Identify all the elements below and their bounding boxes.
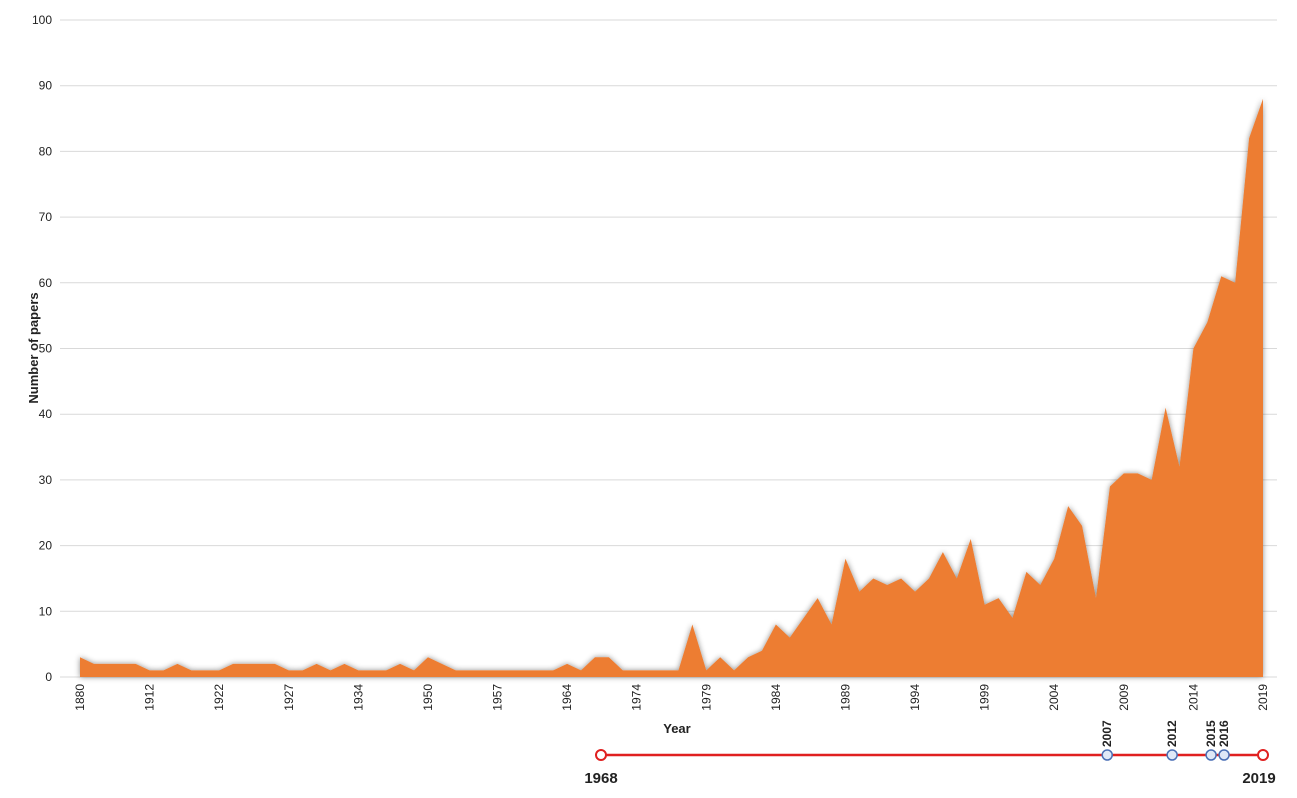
x-tick-label: 2004 [1047, 684, 1061, 711]
x-tick-label: 1964 [560, 684, 574, 711]
x-tick-label: 1927 [282, 684, 296, 711]
x-tick-label: 1989 [838, 684, 852, 711]
timeline-start-label: 1968 [584, 770, 617, 787]
x-tick-label: 1880 [73, 684, 87, 711]
x-tick-label: 1957 [491, 684, 505, 711]
x-tick-label: 2019 [1256, 684, 1270, 711]
y-axis-label: Number of papers [26, 292, 41, 403]
timeline-marker[interactable] [1101, 749, 1113, 761]
timeline-marker-label: 2007 [1100, 720, 1114, 747]
timeline-handle[interactable] [1257, 749, 1269, 761]
y-tick-label: 100 [32, 13, 52, 27]
x-tick-label: 2014 [1186, 684, 1200, 711]
x-axis-label: Year [663, 721, 690, 736]
x-tick-label: 1984 [769, 684, 783, 711]
x-tick-label: 1999 [978, 684, 992, 711]
area [80, 98, 1263, 678]
x-tick-label: 1994 [908, 684, 922, 711]
y-tick-label: 60 [39, 276, 53, 290]
timeline-marker[interactable] [1218, 749, 1230, 761]
x-tick-label: 1979 [699, 684, 713, 711]
x-tick-label: 1922 [212, 684, 226, 711]
y-tick-label: 80 [39, 144, 53, 158]
timeline-marker-label: 2016 [1217, 720, 1231, 747]
timeline-marker[interactable] [1166, 749, 1178, 761]
y-tick-label: 40 [39, 407, 53, 421]
x-tick-label: 1950 [421, 684, 435, 711]
timeline-handle[interactable] [595, 749, 607, 761]
y-tick-label: 20 [39, 539, 53, 553]
timeline-marker-label: 2015 [1204, 720, 1218, 747]
x-tick-label: 2009 [1117, 684, 1131, 711]
y-tick-label: 30 [39, 473, 53, 487]
y-tick-label: 0 [45, 670, 52, 684]
timeline-marker-label: 2012 [1165, 720, 1179, 747]
y-tick-label: 50 [39, 342, 53, 356]
timeline-marker[interactable] [1205, 749, 1217, 761]
x-tick-label: 1974 [630, 684, 644, 711]
y-tick-label: 70 [39, 210, 53, 224]
x-tick-label: 1934 [351, 684, 365, 711]
y-tick-label: 10 [39, 604, 53, 618]
y-tick-label: 90 [39, 79, 53, 93]
x-tick-label: 1912 [143, 684, 157, 711]
timeline-end-label: 2019 [1242, 770, 1275, 787]
